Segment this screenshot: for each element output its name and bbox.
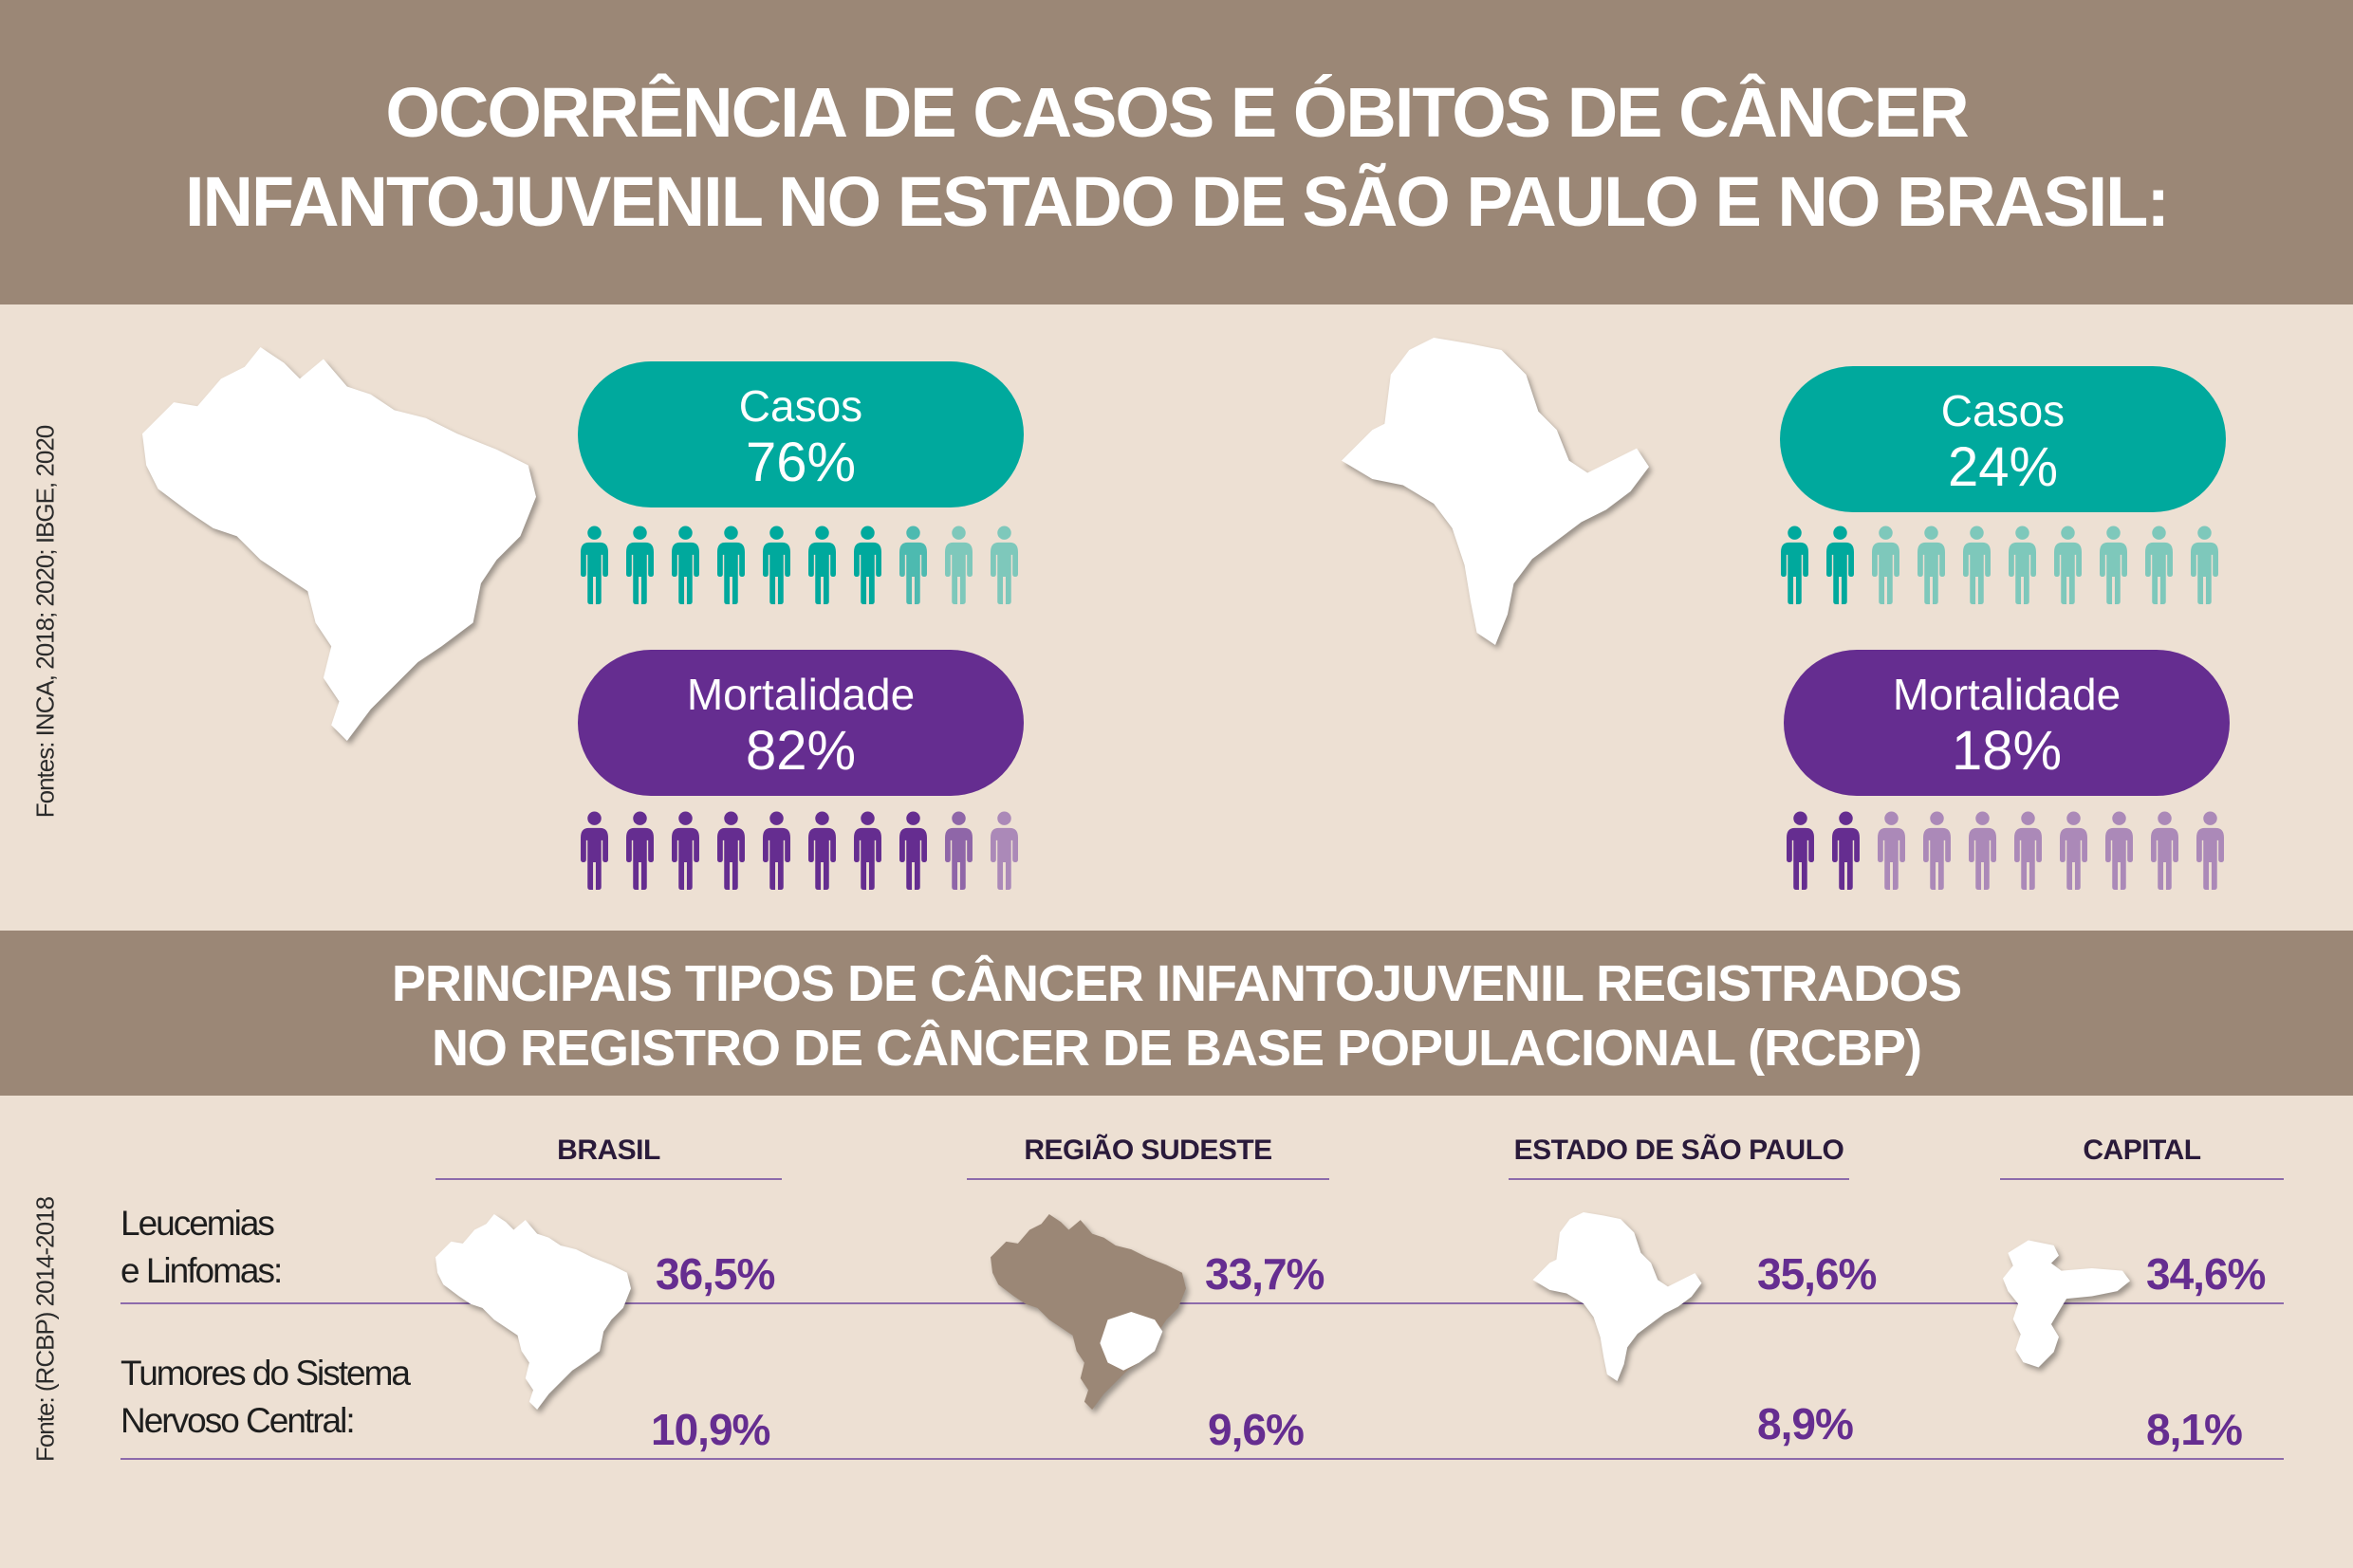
row-divider (120, 1302, 2284, 1304)
person-icon (991, 526, 1018, 604)
casos-label: Casos (738, 381, 863, 431)
row-label-line: Nervoso Central: (120, 1401, 356, 1440)
person-icon (2145, 526, 2173, 604)
person-icon (854, 811, 881, 890)
person-icon (1872, 526, 1899, 604)
sp-mortalidade-pill: Mortalidade 18% (1784, 650, 2230, 796)
person-icon (717, 811, 745, 890)
person-icon (2151, 811, 2178, 890)
person-icon (2100, 526, 2127, 604)
mortalidade-value: 82% (745, 720, 857, 782)
sudeste-map (991, 1214, 1186, 1410)
person-icon (1923, 811, 1951, 890)
person-icon (672, 811, 699, 890)
person-icon (2054, 526, 2082, 604)
person-icon (1787, 811, 1814, 890)
person-icon (899, 811, 927, 890)
sp-casos-people (1778, 525, 2221, 604)
source-top: Fontes: INCA, 2018; 2020; IBGE, 2020 (30, 425, 60, 819)
person-icon (1969, 811, 1996, 890)
mortalidade-label: Mortalidade (1892, 670, 2121, 719)
person-icon (945, 811, 973, 890)
sao-paulo-map (1342, 338, 1649, 645)
person-icon (854, 526, 881, 604)
estado-sp-small-map (1532, 1212, 1702, 1381)
casos-value: 24% (1947, 436, 2059, 498)
column-regiao-sudeste: REGIÃO SUDESTE (967, 1134, 1329, 1180)
column-brasil: BRASIL (435, 1134, 782, 1180)
row-label-tumores: Tumores do Sistema Nervoso Central: (120, 1350, 411, 1445)
row-label-line: Tumores do Sistema (120, 1354, 411, 1393)
value-sp-leucemias: 35,6% (1757, 1249, 1877, 1299)
sp-mortalidade-people (1784, 810, 2227, 890)
brasil-small-map (435, 1214, 631, 1410)
source-bottom: Fonte: (RCBP) 2014-2018 (30, 1196, 60, 1463)
person-icon (1832, 811, 1860, 890)
value-sp-tumores: 8,9% (1757, 1399, 1854, 1448)
person-icon (763, 811, 790, 890)
section-title: PRINCIPAIS TIPOS DE CÂNCER INFANTOJUVENI… (0, 931, 2353, 1096)
main-title: OCORRÊNCIA DE CASOS E ÓBITOS DE CÂNCER I… (0, 0, 2353, 304)
casos-label: Casos (1940, 386, 2066, 435)
person-icon (945, 526, 973, 604)
person-icon (581, 811, 608, 890)
row-label-line: Leucemias (120, 1204, 275, 1243)
section-title-line-1: PRINCIPAIS TIPOS DE CÂNCER INFANTOJUVENI… (391, 955, 1962, 1012)
person-icon (1781, 526, 1808, 604)
person-icon (1826, 526, 1854, 604)
person-icon (808, 526, 836, 604)
person-icon (2105, 811, 2133, 890)
person-icon (581, 526, 608, 604)
column-estado-sp: ESTADO DE SÃO PAULO (1509, 1134, 1849, 1180)
brasil-mortalidade-pill: Mortalidade 82% (578, 650, 1024, 796)
value-capital-leucemias: 34,6% (2146, 1249, 2266, 1299)
person-icon (2196, 811, 2224, 890)
value-brasil-leucemias: 36,5% (656, 1249, 775, 1299)
title-line-2: INFANTOJUVENIL NO ESTADO DE SÃO PAULO E … (184, 162, 2170, 241)
person-icon (899, 526, 927, 604)
person-icon (1878, 811, 1905, 890)
person-icon (626, 811, 654, 890)
capital-map (2003, 1240, 2130, 1368)
value-sudeste-tumores: 9,6% (1208, 1405, 1305, 1454)
row-label-leucemias: Leucemias e Linfomas: (120, 1200, 283, 1295)
brasil-casos-pill: Casos 76% (578, 361, 1024, 507)
person-icon (2009, 526, 2036, 604)
value-brasil-tumores: 10,9% (651, 1405, 770, 1454)
title-line-1: OCORRÊNCIA DE CASOS E ÓBITOS DE CÂNCER (385, 73, 1969, 152)
sp-casos-pill: Casos 24% (1780, 366, 2226, 512)
mortalidade-label: Mortalidade (686, 670, 916, 719)
person-icon (1963, 526, 1991, 604)
person-icon (808, 811, 836, 890)
brazil-map (142, 347, 536, 741)
person-icon (626, 526, 654, 604)
section-title-line-2: NO REGISTRO DE CÂNCER DE BASE POPULACION… (431, 1020, 1922, 1077)
row-label-line: e Linfomas: (120, 1251, 283, 1290)
value-capital-tumores: 8,1% (2146, 1405, 2243, 1454)
person-icon (717, 526, 745, 604)
person-icon (991, 811, 1018, 890)
person-icon (1918, 526, 1945, 604)
mortalidade-value: 18% (1951, 720, 2063, 782)
casos-value: 76% (745, 432, 857, 493)
column-capital: CAPITAL (2000, 1134, 2284, 1180)
person-icon (2191, 526, 2218, 604)
brasil-mortalidade-people (578, 810, 1021, 890)
person-icon (2060, 811, 2087, 890)
brasil-casos-people (578, 525, 1021, 604)
person-icon (2014, 811, 2042, 890)
person-icon (763, 526, 790, 604)
value-sudeste-leucemias: 33,7% (1205, 1249, 1325, 1299)
row-divider (120, 1458, 2284, 1460)
person-icon (672, 526, 699, 604)
